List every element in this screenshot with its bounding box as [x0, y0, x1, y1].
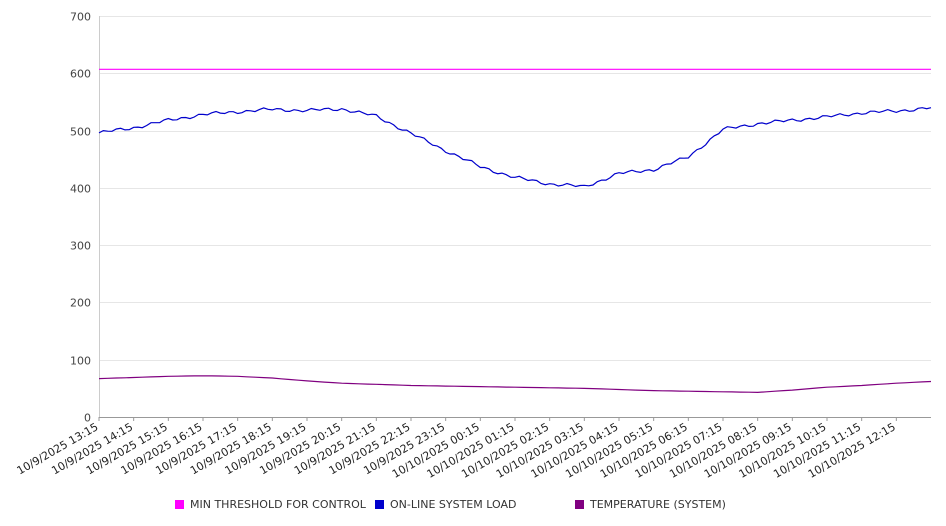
legend-item-min-threshold: MIN THRESHOLD FOR CONTROL	[175, 498, 366, 511]
series-line-1	[98, 107, 932, 188]
legend-swatch-min-threshold	[175, 500, 184, 509]
y-tick-label: 100	[70, 355, 91, 368]
legend-swatch-system-load	[375, 500, 384, 509]
y-tick-label: 400	[70, 183, 91, 196]
y-tick-label: 0	[84, 412, 91, 425]
series-lines	[98, 68, 932, 394]
legend-item-temperature: TEMPERATURE (SYSTEM)	[575, 498, 726, 511]
legend-swatch-temperature	[575, 500, 584, 509]
grid-lines	[99, 16, 931, 361]
y-axis: 0 100 200 300 400 500 600 700	[70, 11, 100, 425]
y-tick-label: 200	[70, 297, 91, 310]
y-tick-label: 300	[70, 240, 91, 253]
legend-label-temperature: TEMPERATURE (SYSTEM)	[590, 498, 726, 511]
y-tick-label: 700	[70, 11, 91, 24]
y-tick-label: 500	[70, 126, 91, 139]
legend-label-system-load: ON-LINE SYSTEM LOAD	[390, 498, 517, 511]
legend-label-min-threshold: MIN THRESHOLD FOR CONTROL	[190, 498, 366, 511]
legend-item-system-load: ON-LINE SYSTEM LOAD	[375, 498, 516, 511]
y-tick-label: 600	[70, 68, 91, 81]
series-line-2	[98, 375, 932, 394]
